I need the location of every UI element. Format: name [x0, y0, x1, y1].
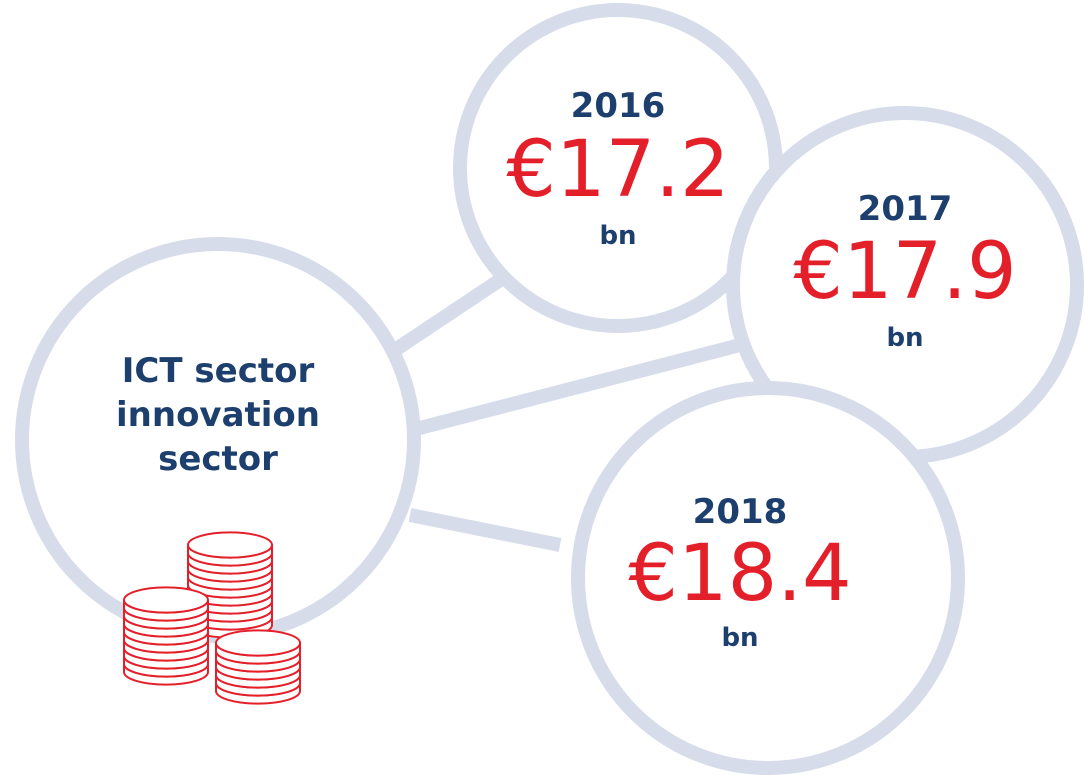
- center-line: ICT sector: [122, 351, 315, 391]
- coin-top: [187, 531, 273, 559]
- value: €17.2: [506, 125, 729, 215]
- node: 2016 €17.2 bn: [506, 86, 729, 251]
- coin-top: [123, 586, 209, 614]
- center-line: innovation: [116, 395, 320, 435]
- unit: bn: [886, 323, 923, 353]
- center-line: sector: [158, 439, 278, 479]
- unit: bn: [599, 221, 636, 251]
- value: €17.9: [793, 227, 1016, 317]
- year: 2016: [571, 86, 666, 126]
- node: 2018 €18.4 bn: [628, 492, 851, 653]
- coin-top: [215, 629, 301, 657]
- node-circle: [571, 381, 965, 775]
- value: €18.4: [628, 529, 851, 619]
- year: 2017: [858, 189, 953, 229]
- connector: [410, 338, 742, 437]
- unit: bn: [721, 623, 758, 653]
- connectors: [376, 274, 742, 552]
- center-label: ICT sector innovation sector: [116, 351, 320, 479]
- connector: [408, 508, 562, 552]
- coins-icon: [123, 531, 301, 705]
- year: 2018: [693, 492, 788, 532]
- node: 2017 €17.9 bn: [793, 189, 1016, 353]
- connector: [376, 274, 504, 366]
